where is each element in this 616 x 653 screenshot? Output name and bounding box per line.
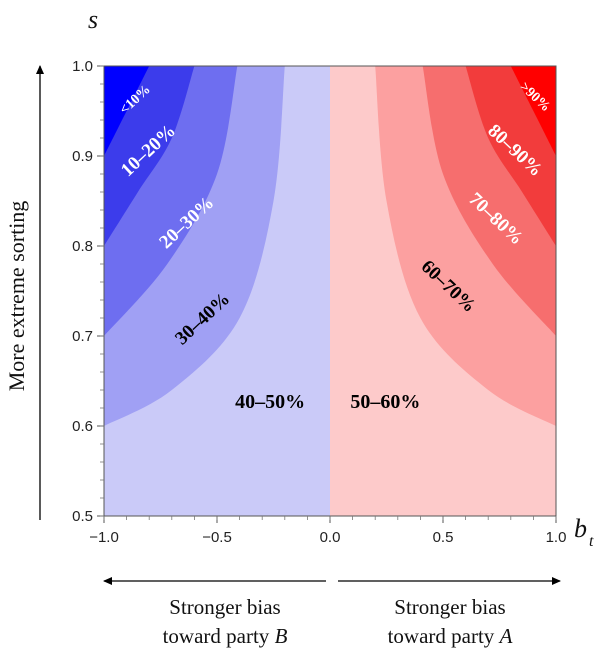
y-arrow-label: More extreme sorting	[4, 201, 29, 392]
x-tick-label: 0.0	[320, 529, 341, 546]
left-caption-party: B	[275, 624, 288, 648]
x-tick-label: 0.5	[433, 529, 454, 546]
region-right-band-4	[510, 66, 556, 156]
x-axis-variable-subscript: t	[589, 533, 594, 550]
left-caption-line2: toward party B	[163, 624, 288, 648]
y-tick-label: 1.0	[72, 58, 93, 75]
left-caption-line1: Stronger bias	[169, 595, 280, 619]
left-caption-prefix: toward party	[163, 624, 275, 648]
right-caption-prefix: toward party	[388, 624, 500, 648]
region-label-left-0: 40–50%	[235, 391, 305, 413]
y-axis-ticks: 0.5 0.6 0.7 0.8 0.9 1.0	[72, 58, 104, 525]
region-left-band-4	[104, 66, 150, 156]
right-caption-line2: toward party A	[388, 624, 513, 648]
x-tick-label: 1.0	[546, 529, 567, 546]
x-tick-label: −1.0	[89, 529, 119, 546]
x-tick-label: −0.5	[202, 529, 232, 546]
right-caption-party: A	[498, 624, 513, 648]
right-caption-line1: Stronger bias	[394, 595, 505, 619]
y-tick-label: 0.7	[72, 328, 93, 345]
y-tick-label: 0.5	[72, 508, 93, 525]
x-axis-variable-label: b	[574, 514, 587, 543]
y-tick-label: 0.6	[72, 418, 93, 435]
contour-regions	[104, 66, 556, 516]
x-axis-ticks: −1.0 −0.5 0.0 0.5 1.0	[89, 516, 566, 546]
y-tick-label: 0.9	[72, 148, 93, 165]
y-tick-label: 0.8	[72, 238, 93, 255]
y-axis-variable-label: s	[88, 5, 98, 34]
region-label-right-0: 50–60%	[350, 391, 420, 413]
